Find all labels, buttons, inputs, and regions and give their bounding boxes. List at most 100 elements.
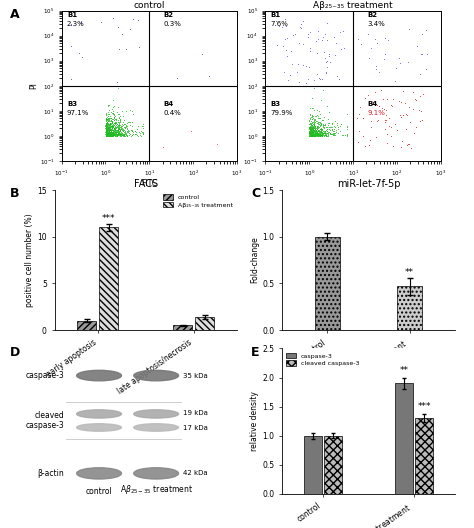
Point xyxy=(108,126,116,134)
Point xyxy=(310,84,318,92)
Point xyxy=(104,130,112,139)
Point xyxy=(313,130,321,139)
Point xyxy=(119,124,127,133)
Point xyxy=(311,121,319,130)
Point xyxy=(128,126,136,134)
Point xyxy=(118,130,126,139)
Point xyxy=(307,119,314,128)
Point xyxy=(306,125,313,133)
Point xyxy=(295,78,302,87)
Point xyxy=(102,118,110,127)
Point xyxy=(109,130,117,138)
Point xyxy=(105,123,112,131)
Point xyxy=(312,37,320,45)
Bar xyxy=(173,325,192,330)
Point xyxy=(309,131,317,139)
Point xyxy=(313,123,320,131)
Point xyxy=(106,122,113,130)
Point xyxy=(102,130,109,138)
Point xyxy=(308,122,315,131)
Point xyxy=(139,124,146,133)
Point xyxy=(105,106,113,115)
Point xyxy=(108,124,115,132)
Point xyxy=(313,128,321,136)
Bar xyxy=(324,436,342,494)
Point xyxy=(306,127,314,135)
Point xyxy=(321,128,329,137)
Point xyxy=(108,129,116,138)
Text: 0.4%: 0.4% xyxy=(164,110,181,116)
Point xyxy=(103,129,111,137)
Point xyxy=(299,61,307,70)
Point xyxy=(102,125,109,134)
Point xyxy=(117,125,124,133)
Point xyxy=(306,130,314,139)
Point xyxy=(316,125,323,133)
Point xyxy=(103,126,111,135)
Point xyxy=(103,127,111,136)
Point xyxy=(107,127,115,136)
Point xyxy=(107,130,115,138)
Point xyxy=(102,120,109,129)
Point xyxy=(103,130,111,139)
Point xyxy=(103,129,111,138)
Point xyxy=(311,129,319,137)
Point xyxy=(106,124,113,133)
Point xyxy=(106,121,113,129)
Point xyxy=(111,101,118,110)
Point xyxy=(109,130,117,139)
Point xyxy=(308,129,315,138)
Point xyxy=(118,130,126,139)
Ellipse shape xyxy=(134,468,179,479)
Point xyxy=(119,127,127,136)
Point xyxy=(314,129,321,138)
Point xyxy=(107,129,114,138)
Point xyxy=(110,113,118,121)
Point xyxy=(323,122,331,131)
Point xyxy=(402,125,410,133)
Point xyxy=(105,127,112,136)
Point xyxy=(419,90,427,98)
Point xyxy=(137,126,145,135)
Point xyxy=(111,131,119,140)
Point xyxy=(114,129,121,138)
Point xyxy=(106,119,113,128)
Point xyxy=(109,127,117,136)
Point xyxy=(106,112,114,120)
Point xyxy=(312,124,320,133)
Point xyxy=(319,121,327,129)
Point xyxy=(393,126,401,134)
Point xyxy=(104,117,112,125)
Point xyxy=(319,127,327,135)
Point xyxy=(310,125,317,134)
Point xyxy=(306,125,313,133)
Point xyxy=(106,131,114,140)
Point xyxy=(311,118,319,127)
Point xyxy=(307,123,314,131)
Point xyxy=(187,126,195,135)
Point xyxy=(314,119,321,127)
Point xyxy=(102,127,110,136)
Point xyxy=(315,130,322,139)
Point xyxy=(114,130,121,139)
Point xyxy=(115,122,122,131)
Point xyxy=(104,126,111,134)
Point xyxy=(112,118,119,127)
Point xyxy=(313,130,320,139)
Point xyxy=(117,130,125,138)
Point xyxy=(307,46,314,55)
Point xyxy=(114,127,122,136)
Point xyxy=(310,131,317,139)
Point xyxy=(107,127,115,135)
Point xyxy=(334,122,341,131)
Point xyxy=(173,74,181,82)
Point xyxy=(308,131,315,139)
Point xyxy=(317,127,325,136)
Point xyxy=(309,129,316,137)
Point xyxy=(311,127,319,136)
Point xyxy=(114,129,121,137)
Point xyxy=(317,130,325,139)
Point xyxy=(307,131,314,139)
Point xyxy=(313,129,321,138)
Point xyxy=(102,129,109,137)
